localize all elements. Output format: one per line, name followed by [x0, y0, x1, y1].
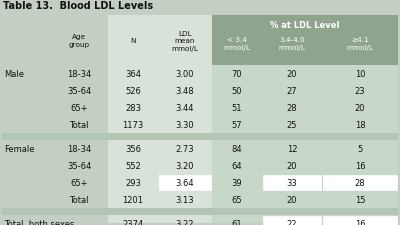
Text: 3.48: 3.48 — [176, 87, 194, 96]
Text: 3.64: 3.64 — [176, 178, 194, 187]
Bar — [108, 16, 158, 223]
Text: 20: 20 — [287, 161, 297, 170]
Text: Total: Total — [69, 120, 89, 129]
Text: 3.20: 3.20 — [176, 161, 194, 170]
Text: Table 13.  Blood LDL Levels: Table 13. Blood LDL Levels — [3, 1, 153, 11]
Text: 3.22: 3.22 — [176, 219, 194, 225]
Text: 3.4-4.0
mmol/L: 3.4-4.0 mmol/L — [278, 37, 306, 51]
Text: 35-64: 35-64 — [67, 161, 91, 170]
Text: 526: 526 — [125, 87, 141, 96]
Text: 364: 364 — [125, 70, 141, 79]
Bar — [212, 208, 262, 215]
Text: 2.73: 2.73 — [176, 144, 194, 153]
Bar — [158, 208, 212, 215]
Text: 57: 57 — [232, 120, 242, 129]
Text: 28: 28 — [287, 104, 297, 112]
Bar — [158, 16, 212, 223]
Text: Age
group: Age group — [68, 34, 90, 47]
Bar — [322, 66, 398, 223]
Text: 10: 10 — [355, 70, 365, 79]
Bar — [212, 66, 262, 223]
Text: 12: 12 — [287, 144, 297, 153]
Text: 20: 20 — [355, 104, 365, 112]
Text: 27: 27 — [287, 87, 297, 96]
Bar — [212, 133, 262, 140]
Text: 64: 64 — [232, 161, 242, 170]
Text: 18-34: 18-34 — [67, 144, 91, 153]
Text: 65+: 65+ — [70, 104, 88, 112]
Bar — [262, 16, 322, 66]
Text: 65: 65 — [232, 195, 242, 204]
Bar — [262, 133, 322, 140]
Bar — [323, 216, 397, 225]
Text: 552: 552 — [125, 161, 141, 170]
Text: 3.44: 3.44 — [176, 104, 194, 112]
Text: 20: 20 — [287, 70, 297, 79]
Text: Female: Female — [4, 144, 34, 153]
Text: < 3.4
mmol/L: < 3.4 mmol/L — [224, 37, 250, 51]
Text: 65+: 65+ — [70, 178, 88, 187]
Bar — [159, 175, 211, 190]
Bar — [262, 66, 322, 223]
Text: 25: 25 — [287, 120, 297, 129]
Text: 20: 20 — [287, 195, 297, 204]
Text: 3.00: 3.00 — [176, 70, 194, 79]
Bar — [2, 208, 398, 215]
Text: 1201: 1201 — [122, 195, 144, 204]
Text: 84: 84 — [232, 144, 242, 153]
Bar — [212, 16, 262, 66]
Bar — [262, 208, 322, 215]
Text: 61: 61 — [232, 219, 242, 225]
Bar — [108, 208, 158, 215]
Text: LDL
mean
mmol/L: LDL mean mmol/L — [172, 30, 198, 51]
Text: 70: 70 — [232, 70, 242, 79]
Text: 3.30: 3.30 — [176, 120, 194, 129]
Text: 51: 51 — [232, 104, 242, 112]
Text: 2374: 2374 — [122, 219, 144, 225]
Bar — [263, 216, 321, 225]
Bar — [108, 133, 158, 140]
Text: 23: 23 — [355, 87, 365, 96]
Text: 50: 50 — [232, 87, 242, 96]
Text: 22: 22 — [287, 219, 297, 225]
Text: 293: 293 — [125, 178, 141, 187]
Text: % at LDL Level: % at LDL Level — [270, 20, 340, 29]
Bar — [322, 133, 398, 140]
Text: 3.13: 3.13 — [176, 195, 194, 204]
Text: Total: Total — [69, 195, 89, 204]
Text: 16: 16 — [355, 161, 365, 170]
Text: 15: 15 — [355, 195, 365, 204]
Bar — [322, 16, 398, 66]
Text: 28: 28 — [355, 178, 365, 187]
Text: 35-64: 35-64 — [67, 87, 91, 96]
Text: 18-34: 18-34 — [67, 70, 91, 79]
Text: 39: 39 — [232, 178, 242, 187]
Text: Male: Male — [4, 70, 24, 79]
Text: 33: 33 — [287, 178, 297, 187]
Text: ≥4.1
mmol/L: ≥4.1 mmol/L — [346, 37, 374, 51]
Text: 283: 283 — [125, 104, 141, 112]
Text: 16: 16 — [355, 219, 365, 225]
Bar — [263, 175, 321, 190]
Text: 356: 356 — [125, 144, 141, 153]
Text: Total, both sexes: Total, both sexes — [4, 219, 74, 225]
Text: N: N — [130, 38, 136, 44]
Bar — [322, 208, 398, 215]
Bar — [2, 133, 398, 140]
Text: 18: 18 — [355, 120, 365, 129]
Text: 5: 5 — [357, 144, 363, 153]
Bar — [323, 175, 397, 190]
Text: 1173: 1173 — [122, 120, 144, 129]
Bar — [158, 133, 212, 140]
